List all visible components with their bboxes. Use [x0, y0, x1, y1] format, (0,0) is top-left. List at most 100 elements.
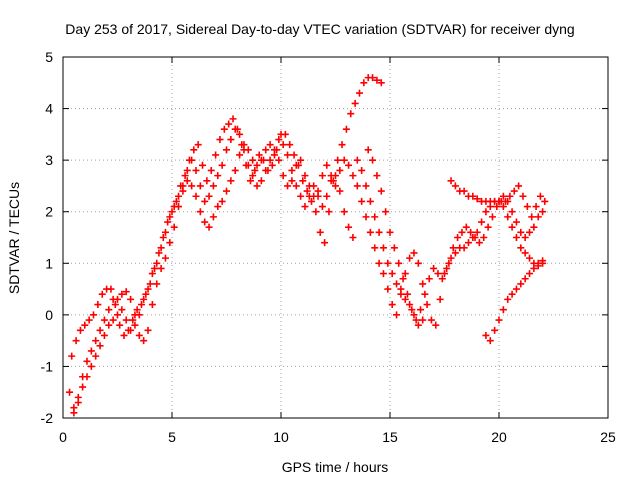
data-point	[92, 352, 100, 360]
data-point	[270, 151, 278, 159]
data-point	[205, 223, 213, 231]
data-point	[90, 311, 98, 319]
data-point	[351, 99, 359, 107]
data-point	[375, 259, 383, 267]
data-point	[107, 285, 115, 293]
data-point	[414, 321, 422, 329]
data-point	[74, 399, 82, 407]
x-tick-label: 0	[59, 429, 67, 445]
data-point	[148, 270, 156, 278]
data-point	[473, 195, 481, 203]
data-point	[318, 172, 326, 180]
data-point	[478, 218, 486, 226]
data-point	[190, 146, 198, 154]
y-tick-label: -1	[41, 358, 54, 374]
data-point	[406, 254, 414, 262]
data-point	[526, 254, 534, 262]
data-point	[251, 166, 259, 174]
data-point	[345, 161, 353, 169]
x-tick-label: 15	[382, 429, 398, 445]
data-point	[151, 264, 159, 272]
data-point	[504, 213, 512, 221]
data-point	[118, 306, 126, 314]
data-point	[188, 156, 196, 164]
data-point	[216, 136, 224, 144]
data-point	[192, 192, 200, 200]
data-point	[534, 259, 542, 267]
data-point	[486, 337, 494, 345]
data-point	[83, 373, 91, 381]
data-point	[406, 301, 414, 309]
data-point	[105, 306, 113, 314]
data-point	[349, 172, 357, 180]
y-axis-label: SDTVAR / TECUs	[6, 182, 22, 294]
y-tick-label: 0	[45, 307, 53, 323]
data-point	[536, 192, 544, 200]
data-point	[166, 213, 174, 221]
data-point	[142, 290, 150, 298]
data-point	[360, 79, 368, 87]
data-point	[253, 161, 261, 169]
data-point	[140, 337, 148, 345]
data-point	[305, 182, 313, 190]
data-point	[170, 203, 178, 211]
x-tick-label: 5	[168, 429, 176, 445]
data-point	[122, 316, 130, 324]
data-point	[491, 326, 499, 334]
data-point	[220, 125, 228, 133]
data-point	[114, 311, 121, 319]
data-point	[512, 234, 520, 241]
data-point	[292, 182, 300, 190]
y-tick-label: 5	[45, 49, 53, 65]
data-point	[273, 146, 281, 154]
data-point	[192, 166, 200, 174]
data-point	[364, 146, 372, 154]
data-point	[401, 295, 409, 303]
data-point	[482, 331, 490, 339]
data-point	[526, 228, 534, 236]
data-point	[199, 161, 207, 169]
data-points	[66, 74, 549, 417]
data-point	[475, 239, 483, 247]
data-point	[286, 141, 294, 149]
data-point	[323, 192, 331, 200]
data-point	[414, 259, 422, 267]
data-point	[443, 264, 451, 272]
data-point	[144, 285, 152, 293]
data-point	[238, 141, 246, 149]
x-tick-label: 20	[491, 429, 507, 445]
data-point	[530, 264, 538, 272]
data-point	[168, 208, 176, 216]
data-point	[288, 177, 296, 185]
data-point	[438, 275, 446, 283]
data-point	[469, 234, 477, 241]
data-point	[312, 208, 320, 216]
data-point	[244, 161, 252, 169]
data-point	[266, 141, 274, 149]
data-point	[262, 166, 270, 174]
data-point	[231, 125, 239, 133]
data-point	[382, 208, 390, 216]
data-point	[266, 156, 274, 164]
data-point	[236, 151, 244, 159]
data-point	[172, 197, 180, 205]
data-point	[401, 270, 409, 278]
data-point	[301, 203, 309, 211]
data-point	[316, 228, 324, 236]
data-point	[373, 172, 381, 180]
data-point	[308, 197, 316, 205]
data-point	[310, 192, 318, 200]
data-point	[96, 326, 104, 334]
data-point	[175, 192, 183, 200]
data-point	[76, 326, 84, 334]
data-point	[297, 156, 305, 164]
data-point	[403, 290, 411, 298]
data-point	[87, 347, 95, 355]
data-point	[183, 166, 191, 174]
data-point	[284, 151, 292, 159]
data-point	[451, 182, 459, 190]
data-point	[366, 197, 374, 205]
data-point	[196, 182, 204, 190]
data-point	[231, 166, 239, 174]
